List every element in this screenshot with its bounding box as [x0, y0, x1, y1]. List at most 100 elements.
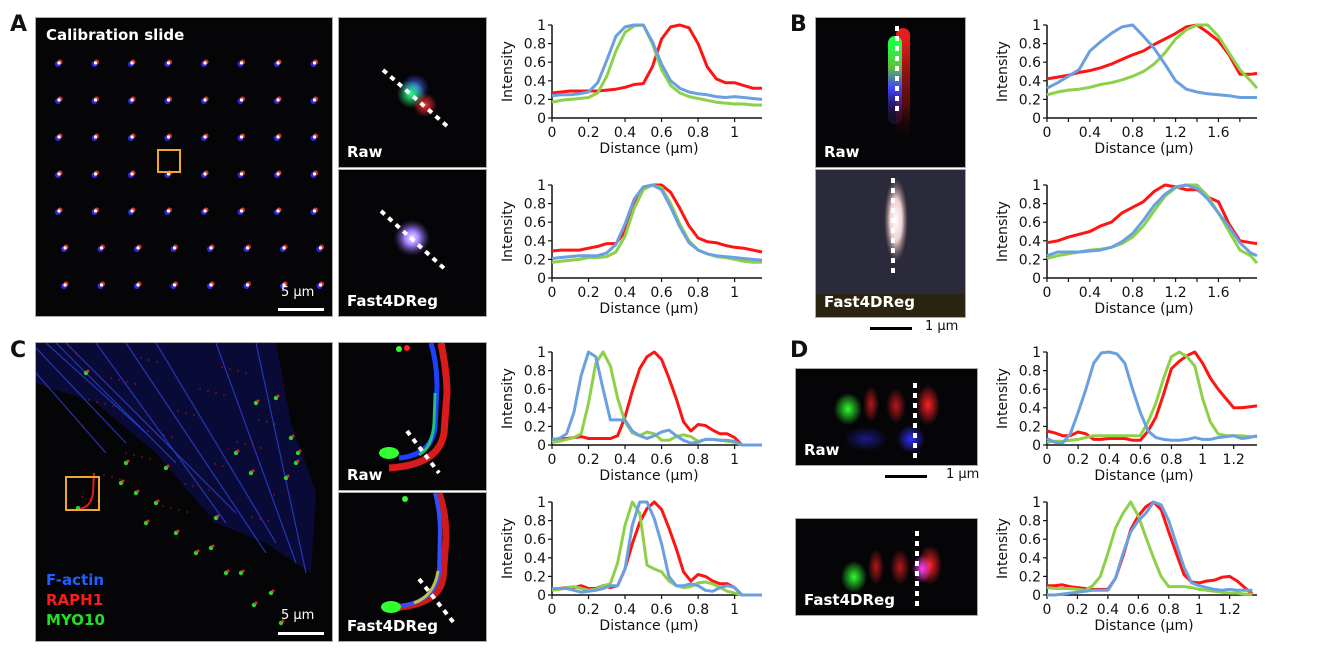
- x-tick-label: 0.8: [687, 125, 709, 141]
- x-tick-label: 1.2: [1164, 125, 1186, 141]
- panel-letter-c: C: [10, 338, 27, 363]
- x-tick-label: 1.2: [1218, 602, 1240, 618]
- inset-raw-b: Raw: [815, 17, 966, 168]
- y-tick-label: 0.8: [524, 197, 546, 213]
- y-tick-label: 0.6: [1019, 55, 1041, 71]
- y-tick-label: 0.4: [1019, 551, 1041, 567]
- x-tick-label: 1: [1198, 452, 1207, 468]
- scale-bar-label-d: 1 µm: [946, 467, 980, 482]
- series-line-f-actin: [551, 350, 762, 447]
- x-tick-label: 0.8: [687, 285, 709, 301]
- x-tick-label: 0: [1043, 452, 1052, 468]
- y-tick-label: 0.4: [1019, 74, 1041, 90]
- cell-image: F-actin RAPH1 MYO10 5 µm: [35, 342, 333, 642]
- x-axis-label: Distance (µm): [1094, 618, 1193, 634]
- y-tick-label: 0.2: [524, 252, 546, 268]
- y-tick-label: 1: [537, 495, 546, 511]
- series-line-f-actin: [551, 23, 763, 101]
- x-tick-label: 0: [548, 125, 557, 141]
- chart-d-raw: 0 0.2 0.4 0.6 0.8 1 0 0.2 0.4 0.6 0.8 1 1.2 Distance …: [995, 345, 1258, 484]
- y-tick-label: 0.8: [524, 514, 546, 530]
- raw-label: Raw: [824, 143, 860, 161]
- y-tick-label: 1: [537, 18, 546, 34]
- x-tick-label: 0: [548, 452, 557, 468]
- series-line-raph1: [1046, 23, 1258, 81]
- calibration-title: Calibration slide: [46, 26, 185, 44]
- x-tick-label: 1: [730, 285, 739, 301]
- y-tick-label: 0: [537, 588, 546, 604]
- y-tick-label: 0.6: [524, 382, 546, 398]
- y-tick-label: 0: [1032, 111, 1041, 127]
- series-line-raph1: [1047, 500, 1254, 596]
- y-tick-label: 0: [1032, 271, 1041, 287]
- y-tick-label: 0.2: [1019, 92, 1041, 108]
- y-tick-label: 1: [1032, 18, 1041, 34]
- y-axis-label: Intensity: [500, 41, 516, 102]
- inset-raw-a: Raw: [338, 17, 487, 168]
- y-tick-label: 0.6: [524, 215, 546, 231]
- series-line-f-actin: [1046, 350, 1258, 445]
- calibration-slide-image: Calibration slide 5 µm: [35, 17, 333, 317]
- y-tick-label: 0.2: [1019, 252, 1041, 268]
- fast4dreg-label: Fast4DReg: [347, 292, 438, 310]
- fast4dreg-label: Fast4DReg: [824, 293, 915, 311]
- series-line-myo10: [1046, 350, 1257, 444]
- x-tick-label: 0.2: [577, 602, 599, 618]
- x-tick-label: 1: [1195, 602, 1204, 618]
- x-tick-label: 1.6: [1207, 125, 1229, 141]
- x-tick-label: 0.4: [614, 125, 636, 141]
- y-tick-label: 1: [537, 178, 546, 194]
- y-tick-label: 0.6: [1019, 532, 1041, 548]
- y-tick-label: 0.4: [1019, 234, 1041, 250]
- inset-registered-a: Fast4DReg: [338, 169, 487, 317]
- panel-letter-a: A: [10, 12, 28, 37]
- scale-bar-d: [885, 475, 927, 478]
- x-tick-label: 0.4: [614, 602, 636, 618]
- y-tick-label: 0.6: [524, 55, 546, 71]
- merged-streak: [884, 178, 908, 262]
- series-line-raph1: [1046, 350, 1258, 442]
- inset-raw-c: Raw: [338, 342, 487, 491]
- series-line-f-actin: [551, 183, 763, 262]
- profile-line: [381, 68, 449, 128]
- scale-bar-label: 5 µm: [281, 285, 315, 300]
- chart-a-registered: 0 0.2 0.4 0.6 0.8 1 0 0.2 0.4 0.6 0.8 1 Distance (µm…: [500, 178, 763, 317]
- x-tick-label: 0.8: [1122, 125, 1144, 141]
- x-tick-label: 1: [730, 602, 739, 618]
- scale-bar: [278, 632, 324, 635]
- x-axis-label: Distance (µm): [599, 301, 698, 317]
- y-tick-label: 0.8: [1019, 197, 1041, 213]
- green-tip: [381, 601, 401, 613]
- series-line-raph1: [1046, 183, 1258, 246]
- inset-registered-d: Fast4DReg: [795, 518, 978, 616]
- y-tick-label: 0.8: [524, 364, 546, 380]
- fast4dreg-label: Fast4DReg: [347, 617, 438, 635]
- x-tick-label: 0.4: [614, 285, 636, 301]
- x-tick-label: 0.8: [1158, 602, 1180, 618]
- y-tick-label: 0.2: [524, 419, 546, 435]
- x-tick-label: 0.4: [1079, 285, 1101, 301]
- panel-letter-b: B: [790, 12, 807, 37]
- y-tick-label: 0.4: [524, 74, 546, 90]
- x-tick-label: 0.8: [687, 452, 709, 468]
- scale-bar-label-b: 1 µm: [925, 319, 959, 334]
- x-tick-label: 0.6: [650, 285, 672, 301]
- y-tick-label: 0.4: [524, 551, 546, 567]
- legend-myo10: MYO10: [46, 611, 105, 629]
- x-tick-label: 1: [730, 452, 739, 468]
- series-line-f-actin: [1046, 183, 1258, 258]
- x-tick-label: 0.2: [577, 452, 599, 468]
- x-tick-label: 0.2: [1067, 452, 1089, 468]
- y-tick-label: 0.6: [1019, 215, 1041, 231]
- x-tick-label: 0.4: [1097, 602, 1119, 618]
- series-line-raph1: [551, 350, 762, 447]
- x-tick-label: 0.6: [1129, 452, 1151, 468]
- y-axis-label: Intensity: [500, 201, 516, 262]
- inset-registered-b: Fast4DReg: [815, 169, 966, 318]
- y-tick-label: 0: [537, 438, 546, 454]
- legend-raph1: RAPH1: [46, 591, 104, 609]
- x-tick-label: 0: [548, 602, 557, 618]
- y-tick-label: 0.8: [524, 37, 546, 53]
- x-tick-label: 0.6: [650, 602, 672, 618]
- raw-label: Raw: [804, 441, 840, 459]
